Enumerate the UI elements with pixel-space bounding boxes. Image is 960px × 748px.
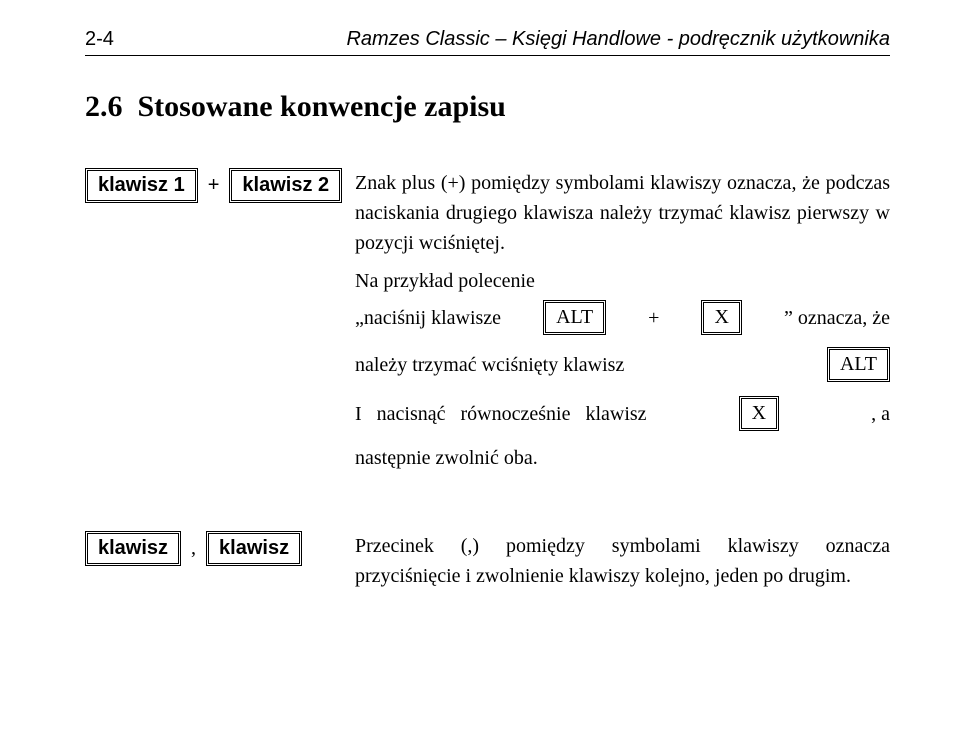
example-line-2: należy trzymać wciśnięty klawisz ALT: [355, 347, 890, 382]
text-fragment: ” oznacza, że: [784, 303, 890, 333]
page-number: 2-4: [85, 28, 114, 51]
keycap-alt: ALT: [827, 347, 890, 382]
keycap-klawisz2: klawisz 2: [229, 168, 342, 203]
comma-separator: ,: [191, 537, 196, 560]
keycap-klawisz1: klawisz 1: [85, 168, 198, 203]
definition-text-2: Przecinek (,) pomiędzy symbolami klawisz…: [355, 531, 890, 599]
text-fragment: , a: [871, 399, 890, 429]
text-fragment: należy trzymać wciśnięty klawisz: [355, 350, 624, 380]
example-line-3: I nacisnąć równocześnie klawisz X , a: [355, 396, 890, 431]
section-number: 2.6: [85, 90, 123, 123]
para-2a: Na przykład polecenie: [355, 266, 890, 296]
key-sequence-example: klawisz , klawisz: [85, 531, 355, 566]
text-fragment: „naciśnij klawisze: [355, 303, 501, 333]
para-comma: Przecinek (,) pomiędzy symbolami klawisz…: [355, 531, 890, 591]
section-title-text: Stosowane konwencje zapisu: [138, 90, 506, 123]
keycap-x: X: [701, 300, 741, 335]
definition-block-1: klawisz 1 + klawisz 2 Znak plus (+) pomi…: [85, 168, 890, 481]
keycap-alt: ALT: [543, 300, 606, 335]
plus-sign: +: [208, 174, 220, 197]
keycap-x: X: [739, 396, 779, 431]
example-line-1: „naciśnij klawisze ALT + X ” oznacza, że: [355, 300, 890, 335]
text-fragment: I nacisnąć równocześnie klawisz: [355, 399, 647, 429]
key-combo-example: klawisz 1 + klawisz 2: [85, 168, 355, 203]
header-rule: [85, 55, 890, 56]
example-line-4: następnie zwolnić oba.: [355, 443, 890, 473]
running-title: Ramzes Classic – Księgi Handlowe - podrę…: [346, 28, 890, 51]
para-1: Znak plus (+) pomiędzy symbolami klawisz…: [355, 168, 890, 258]
keycap-klawisz-a: klawisz: [85, 531, 181, 566]
plus-sign: +: [648, 303, 659, 333]
section-heading: 2.6 Stosowane konwencje zapisu: [85, 90, 890, 124]
keycap-klawisz-b: klawisz: [206, 531, 302, 566]
definition-text-1: Znak plus (+) pomiędzy symbolami klawisz…: [355, 168, 890, 481]
definition-block-2: klawisz , klawisz Przecinek (,) pomiędzy…: [85, 531, 890, 599]
